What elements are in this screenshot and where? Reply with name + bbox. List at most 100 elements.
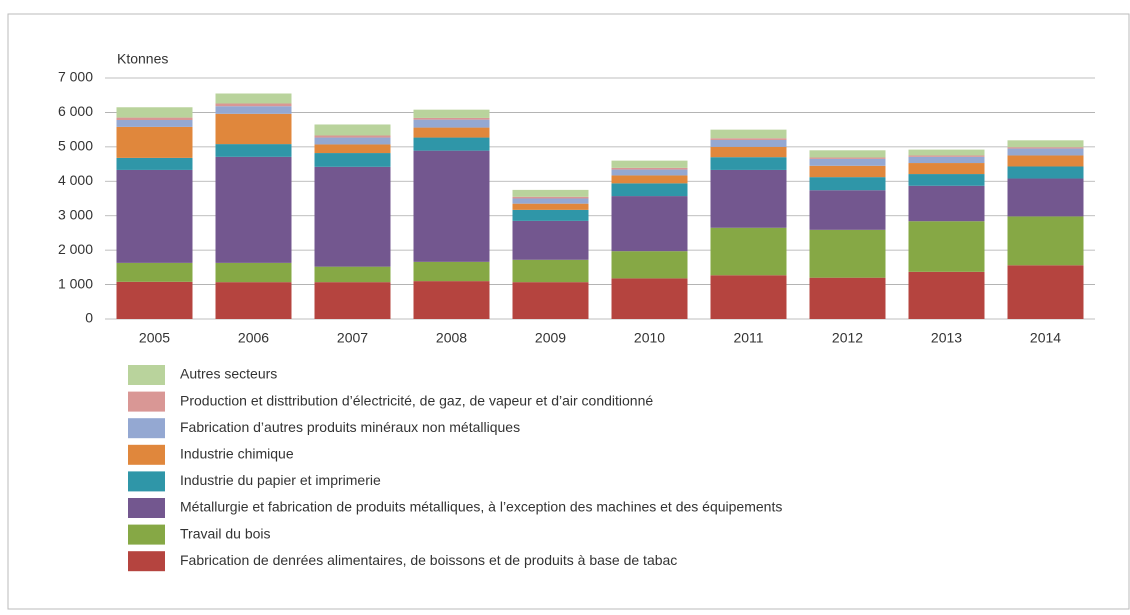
bar-segment <box>710 227 787 276</box>
bar-segment <box>215 144 292 157</box>
bar-segment <box>215 106 292 114</box>
bar-segment <box>710 157 787 170</box>
bar-segment <box>809 177 886 191</box>
y-axis-label: Ktonnes <box>117 51 168 67</box>
bar-segment <box>1007 148 1084 156</box>
legend-swatch <box>128 471 165 492</box>
bar-segment <box>611 167 688 170</box>
bar-segment <box>1007 216 1084 266</box>
bar-segment <box>512 282 589 319</box>
x-tick-label: 2005 <box>139 330 170 346</box>
bar-segment <box>215 156 292 263</box>
bar-segment <box>215 113 292 145</box>
bar-segment <box>116 169 193 263</box>
bar-segment <box>710 139 787 147</box>
bar-segment <box>215 103 292 107</box>
x-tick-label: 2009 <box>535 330 566 346</box>
bar-segment <box>314 135 391 138</box>
bar-segment <box>809 190 886 230</box>
y-tick-label: 4 000 <box>58 172 93 188</box>
bar-segment <box>710 169 787 228</box>
bar-segment <box>710 138 787 140</box>
x-tick-label: 2014 <box>1030 330 1061 346</box>
x-tick-label: 2013 <box>931 330 962 346</box>
bar-segment <box>908 163 985 175</box>
y-tick-label: 2 000 <box>58 241 93 257</box>
x-tick-label: 2012 <box>832 330 863 346</box>
bar-segment <box>116 117 193 121</box>
bar-segment <box>512 198 589 204</box>
x-tick-label: 2007 <box>337 330 368 346</box>
y-tick-label: 7 000 <box>58 69 93 85</box>
bar-segment <box>314 144 391 154</box>
bar-segment <box>611 251 688 279</box>
bar-segment <box>611 196 688 252</box>
legend-swatch <box>128 418 165 439</box>
bar-segment <box>413 109 490 118</box>
bar-segment <box>413 127 490 138</box>
x-tick-label: 2006 <box>238 330 269 346</box>
bar-segment <box>413 281 490 319</box>
bar-segment <box>116 107 193 118</box>
bar-segment <box>116 126 193 158</box>
bar-segment <box>314 166 391 267</box>
bar-segment <box>314 137 391 145</box>
bar-segment <box>314 153 391 167</box>
bar-segment <box>1007 147 1084 149</box>
bar-segment <box>1007 140 1084 148</box>
x-tick-label: 2011 <box>733 330 763 346</box>
bar-segment <box>908 155 985 157</box>
legend-swatch <box>128 444 165 465</box>
bar-segment <box>809 277 886 319</box>
bar-segment <box>314 266 391 283</box>
legend-label: Industrie du papier et imprimerie <box>180 472 381 488</box>
legend-swatch <box>128 551 165 572</box>
bar-segment <box>809 229 886 278</box>
frame <box>7 13 1130 610</box>
bar-segment <box>413 117 490 120</box>
x-tick-label: 2008 <box>436 330 467 346</box>
legend-label: Fabrication de denrées alimentaires, de … <box>180 552 677 568</box>
bar-segment <box>215 282 292 319</box>
legend-swatch <box>128 391 165 412</box>
bar-segment <box>809 158 886 166</box>
legend-label: Fabrication d’autres produits minéraux n… <box>180 419 520 435</box>
bar-segment <box>215 93 292 104</box>
bar-segment <box>908 271 985 319</box>
bar-segment <box>413 119 490 128</box>
bar-segment <box>1007 265 1084 319</box>
y-tick-label: 3 000 <box>58 206 93 222</box>
bar-segment <box>710 146 787 158</box>
x-tick-label: 2010 <box>634 330 665 346</box>
bar-segment <box>908 149 985 156</box>
bar-segment <box>116 281 193 319</box>
legend-label: Métallurgie et fabrication de produits m… <box>180 499 782 515</box>
legend-label: Production et disttribution d’électricit… <box>180 392 653 408</box>
bar-segment <box>611 183 688 197</box>
y-tick-label: 5 000 <box>58 138 93 154</box>
y-tick-label: 6 000 <box>58 103 93 119</box>
legend-swatch <box>128 498 165 518</box>
bar-segment <box>512 259 589 283</box>
bar-segment <box>908 174 985 186</box>
bar-segment <box>512 209 589 221</box>
y-tick-label: 1 000 <box>58 275 93 291</box>
bar-segment <box>512 189 589 197</box>
legend-swatch <box>128 365 165 385</box>
bar-segment <box>215 262 292 283</box>
bar-segment <box>116 120 193 127</box>
bar-segment <box>413 137 490 151</box>
legend-swatch <box>128 524 165 545</box>
bar-segment <box>116 262 193 282</box>
bar-segment <box>116 157 193 170</box>
bar-segment <box>314 124 391 136</box>
bar-segment <box>611 160 688 168</box>
bar-segment <box>512 196 589 199</box>
bar-segment <box>710 129 787 139</box>
bar-segment <box>1007 178 1084 217</box>
bar-segment <box>908 221 985 272</box>
bar-segment <box>908 156 985 164</box>
bar-segment <box>611 278 688 319</box>
bar-segment <box>413 150 490 262</box>
